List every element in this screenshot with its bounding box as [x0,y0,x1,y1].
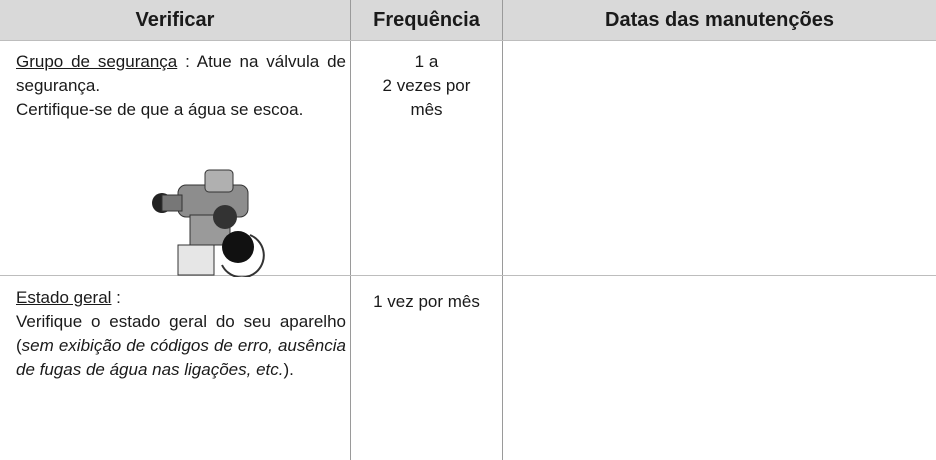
label-suffix: : [111,288,121,307]
item-label: Grupo de segurança [16,52,178,71]
text: Verifique o estado geral do seu aparelho… [16,312,346,355]
column-line [350,0,351,460]
frequency: 1 vez por mês [373,292,480,311]
row-line [0,40,936,41]
column-line [502,0,503,460]
check-cell: Grupo de segurança : Atue na válvula de … [16,50,346,122]
frequency: 2 vezes por [382,76,471,95]
frequency-cell: 1 a 2 vezes por mês [351,50,502,122]
header-cell: Frequência [351,0,502,40]
text: ). [283,360,294,379]
row-line [0,275,936,276]
frequency-cell: 1 vez por mês [351,290,502,314]
frequency: 1 a [414,52,439,71]
header-cell: Verificar [0,0,350,40]
header-cell: Datas das manutenções [503,0,936,40]
frequency: mês [410,100,443,119]
label-suffix: : [177,52,197,71]
valve-illustration [152,169,265,277]
text: Certifique-se de que a água se escoa. [16,100,304,119]
item-label: Estado geral [16,288,112,307]
text-italic: sem exibição de códigos de erro, ausênci… [16,336,346,379]
check-cell: Estado geral : Verifique o estado geral … [16,286,346,382]
text: Atue na válvula de segurança. [16,52,346,95]
